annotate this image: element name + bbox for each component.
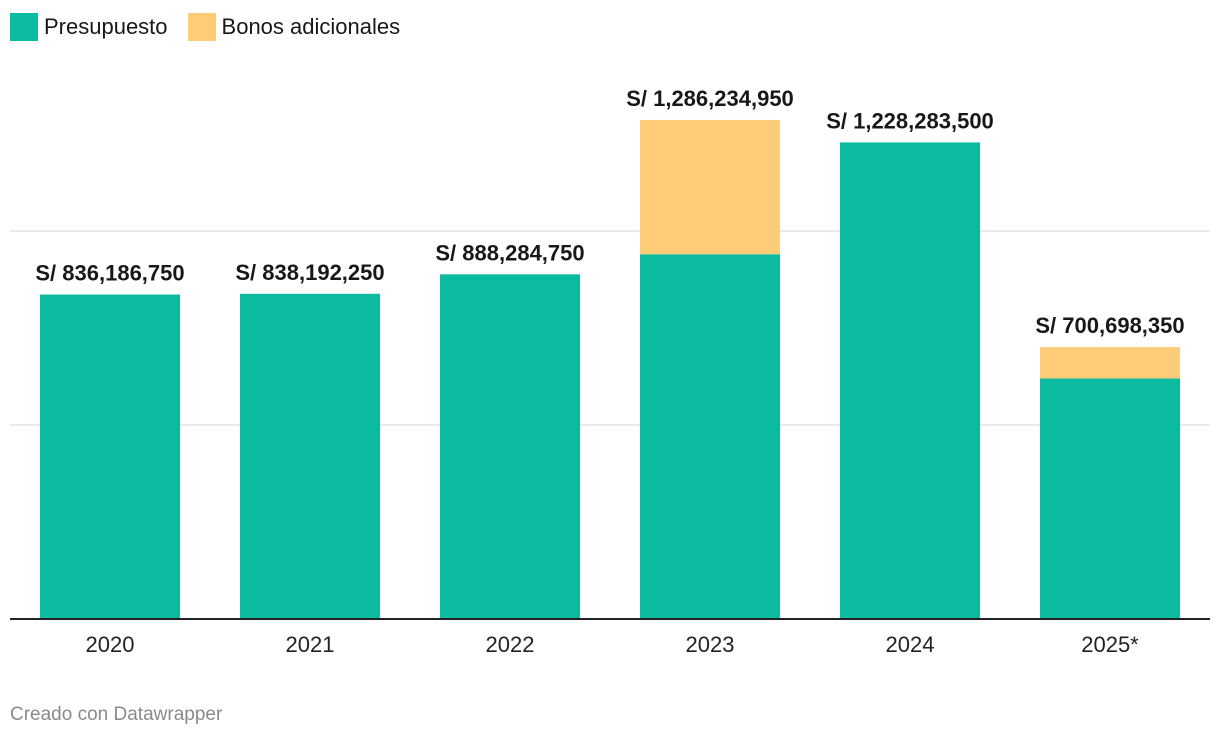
value-label-2: S/ 888,284,750: [435, 240, 584, 265]
x-tick-label-3: 2023: [686, 632, 735, 657]
value-label-1: S/ 838,192,250: [235, 260, 384, 285]
legend-swatch-presupuesto: [10, 13, 38, 41]
x-tick-label-0: 2020: [86, 632, 135, 657]
legend-label-bonos: Bonos adicionales: [221, 14, 401, 39]
x-tick-label-1: 2021: [286, 632, 335, 657]
x-tick-label-4: 2024: [886, 632, 935, 657]
value-label-3: S/ 1,286,234,950: [626, 86, 794, 111]
value-label-0: S/ 836,186,750: [35, 261, 184, 286]
legend-label-presupuesto: Presupuesto: [44, 14, 168, 39]
bar-presupuesto-2: [440, 274, 580, 619]
bar-bonos-3: [640, 119, 780, 255]
legend-item-presupuesto: Presupuesto: [10, 13, 168, 41]
value-label-5: S/ 700,698,350: [1035, 313, 1184, 338]
x-tick-label-2: 2022: [486, 632, 535, 657]
value-label-4: S/ 1,228,283,500: [826, 108, 994, 133]
bar-presupuesto-3: [640, 254, 780, 619]
bar-presupuesto-0: [40, 294, 180, 619]
bar-bonos-5: [1040, 347, 1180, 379]
legend-swatch-bonos: [187, 13, 216, 41]
credit-text: Creado con Datawrapper: [10, 704, 223, 725]
bar-presupuesto-1: [240, 293, 380, 619]
legend: Presupuesto Bonos adicionales: [10, 13, 420, 41]
bar-presupuesto-4: [840, 142, 980, 619]
x-tick-label-5: 2025*: [1081, 632, 1139, 657]
bar-presupuesto-5: [1040, 378, 1180, 619]
legend-item-bonos: Bonos adicionales: [187, 13, 401, 41]
